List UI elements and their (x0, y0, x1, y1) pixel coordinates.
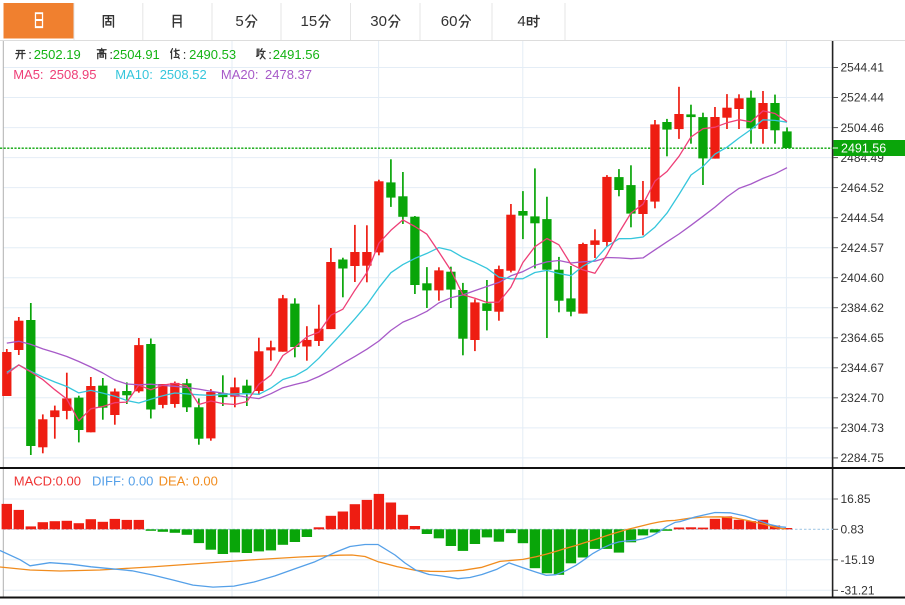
svg-text:2304.73: 2304.73 (841, 421, 885, 435)
svg-text:2490.53: 2490.53 (189, 47, 236, 62)
svg-text:0.83: 0.83 (841, 523, 865, 537)
svg-text:2384.62: 2384.62 (841, 301, 885, 315)
svg-text:2524.44: 2524.44 (841, 91, 885, 105)
svg-text:2344.67: 2344.67 (841, 361, 885, 375)
svg-text:2502.19: 2502.19 (34, 47, 81, 62)
svg-text:2404.60: 2404.60 (841, 271, 885, 285)
svg-text::: : (268, 47, 272, 62)
svg-text:4: 4 (517, 13, 525, 30)
svg-text:2508.52: 2508.52 (160, 67, 207, 82)
svg-text:MA10:: MA10: (115, 67, 153, 82)
svg-text:2364.65: 2364.65 (841, 331, 885, 345)
svg-text::: : (183, 47, 187, 62)
svg-text:DEA: 0.00: DEA: 0.00 (159, 474, 218, 489)
svg-text:2444.54: 2444.54 (841, 211, 885, 225)
svg-text:2424.57: 2424.57 (841, 241, 885, 255)
svg-text:2284.75: 2284.75 (841, 451, 885, 465)
svg-text:2508.95: 2508.95 (50, 67, 97, 82)
svg-text:2544.41: 2544.41 (841, 61, 885, 75)
svg-text:MA5:: MA5: (13, 67, 43, 82)
svg-text:2324.70: 2324.70 (841, 391, 885, 405)
svg-text:-15.19: -15.19 (841, 553, 875, 567)
svg-text:60: 60 (441, 13, 458, 30)
svg-text::: : (28, 47, 32, 62)
svg-text:MA20:: MA20: (221, 67, 259, 82)
svg-text:2491.56: 2491.56 (841, 142, 886, 156)
svg-text:16.85: 16.85 (841, 492, 871, 506)
svg-text:2478.37: 2478.37 (265, 67, 312, 82)
svg-text:MACD:0.00: MACD:0.00 (14, 474, 81, 489)
svg-text:2504.91: 2504.91 (113, 47, 160, 62)
svg-text:15: 15 (301, 13, 318, 30)
svg-text:DIFF: 0.00: DIFF: 0.00 (92, 474, 153, 489)
svg-text:-31.21: -31.21 (841, 584, 875, 598)
svg-text:2504.46: 2504.46 (841, 121, 885, 135)
svg-text:30: 30 (370, 13, 387, 30)
svg-text:2491.56: 2491.56 (273, 47, 320, 62)
svg-text:5: 5 (235, 13, 243, 30)
svg-text:2464.52: 2464.52 (841, 181, 885, 195)
